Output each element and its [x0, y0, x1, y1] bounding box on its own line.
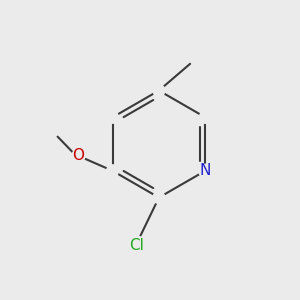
Text: N: N — [200, 163, 211, 178]
Circle shape — [153, 85, 165, 97]
Circle shape — [199, 111, 211, 123]
Circle shape — [106, 165, 119, 177]
Circle shape — [129, 236, 144, 251]
Text: Cl: Cl — [129, 238, 144, 253]
Circle shape — [72, 149, 85, 163]
Text: O: O — [72, 148, 84, 164]
Circle shape — [153, 192, 165, 203]
Circle shape — [199, 164, 212, 177]
Circle shape — [106, 111, 119, 123]
